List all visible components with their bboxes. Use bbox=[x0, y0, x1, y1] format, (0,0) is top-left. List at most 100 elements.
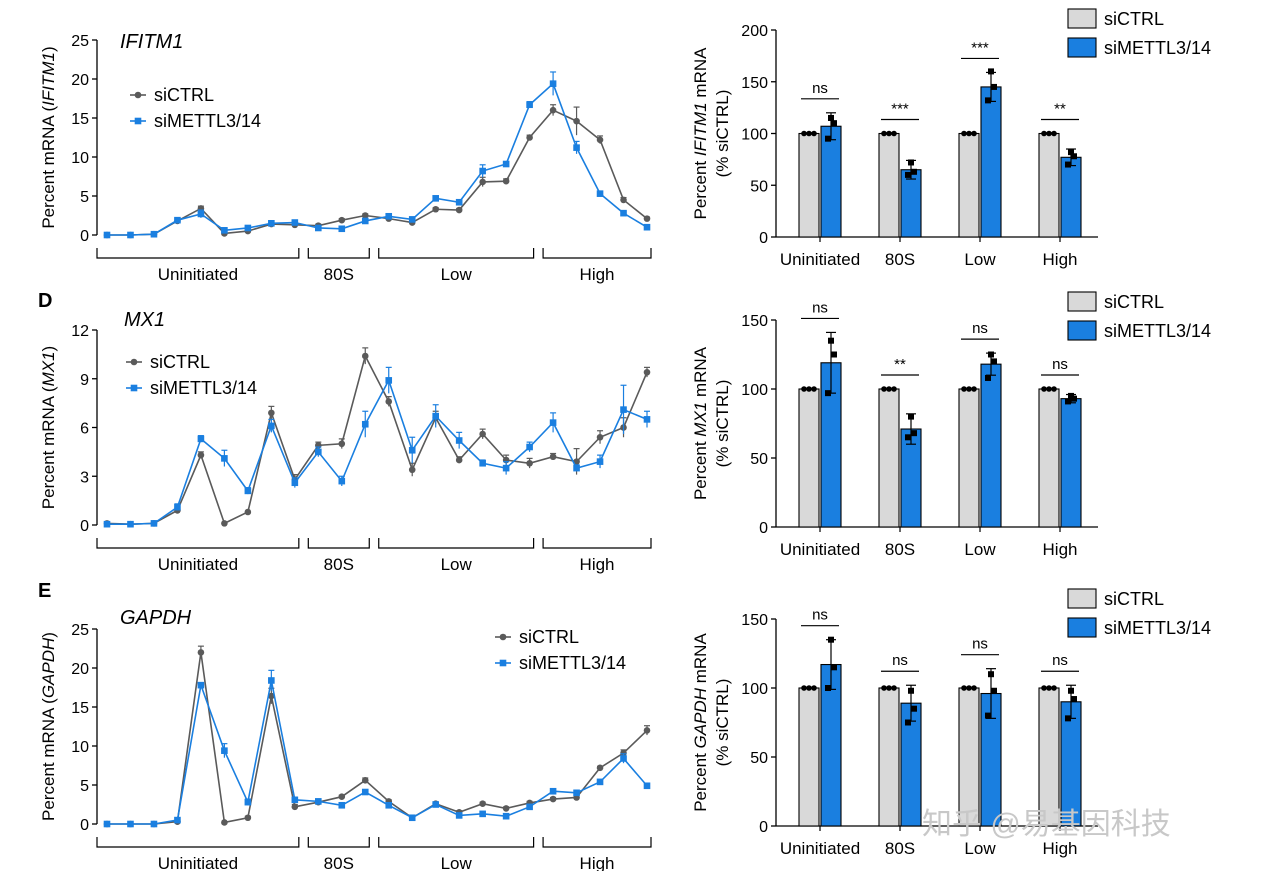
data-point-simettl3-14 bbox=[268, 220, 275, 227]
bar-point-simettl3-14 bbox=[905, 719, 911, 726]
bar-point-simettl3-14 bbox=[991, 687, 997, 694]
data-point-sictrl bbox=[549, 106, 557, 114]
significance-label: ns bbox=[972, 320, 988, 337]
y-tick-label: 200 bbox=[741, 23, 768, 40]
bar-point-simettl3-14 bbox=[985, 712, 991, 719]
data-point-sictrl bbox=[361, 777, 369, 784]
data-point-sictrl bbox=[268, 409, 275, 417]
significance-label: ns bbox=[812, 299, 828, 316]
significance-label: ns bbox=[1052, 652, 1068, 669]
y-axis-label: Percent MX1 mRNA bbox=[691, 346, 710, 500]
category-label: Uninitiated bbox=[780, 839, 860, 858]
bar-chart-ifitm1: 0 50 100 150 200 Percent IFITM1 mRNA(% siCTRL… bbox=[691, 8, 1211, 269]
data-point-simettl3-14 bbox=[244, 798, 252, 806]
data-point-simettl3-14 bbox=[408, 216, 416, 223]
bar-point-sictrl bbox=[891, 386, 897, 392]
bar-sictrl bbox=[878, 132, 900, 238]
data-point-simettl3-14 bbox=[291, 219, 299, 226]
bar-point-simettl3-14 bbox=[825, 390, 831, 397]
data-point-sictrl bbox=[596, 433, 604, 441]
data-point-sictrl bbox=[197, 451, 205, 459]
legend-marker bbox=[499, 633, 507, 641]
data-point-simettl3-14 bbox=[408, 814, 416, 822]
fraction-bracket bbox=[96, 837, 300, 848]
category-label: High bbox=[1043, 839, 1078, 858]
y-tick-label: 25 bbox=[71, 622, 89, 639]
data-point-sictrl bbox=[338, 440, 346, 448]
data-point-sictrl bbox=[479, 800, 486, 808]
data-point-simettl3-14 bbox=[455, 198, 463, 206]
data-point-sictrl bbox=[408, 466, 416, 474]
y-tick-label: 50 bbox=[750, 451, 768, 468]
data-point-simettl3-14 bbox=[197, 681, 205, 689]
fraction-bracket bbox=[307, 248, 370, 259]
data-point-simettl3-14 bbox=[502, 812, 510, 820]
significance-label: ns bbox=[812, 80, 828, 97]
bar-point-simettl3-14 bbox=[825, 135, 831, 142]
line-chart-gapdh: 0 5 10 15 20 25 Percent mRNA (GAPDH) GAPDH siCTR… bbox=[39, 607, 652, 871]
series-line-sictrl bbox=[106, 353, 648, 525]
data-point-sictrl bbox=[526, 459, 533, 467]
bar-sictrl bbox=[798, 132, 820, 238]
y-tick-label: 150 bbox=[741, 313, 768, 330]
significance-label: ns bbox=[972, 636, 988, 653]
data-point-simettl3-14 bbox=[150, 230, 158, 238]
bar-sictrl bbox=[798, 687, 820, 827]
bar-point-sictrl bbox=[806, 685, 812, 691]
data-point-simettl3-14 bbox=[338, 801, 346, 809]
fraction-bracket bbox=[307, 538, 370, 549]
data-point-simettl3-14 bbox=[174, 816, 181, 824]
y-axis-label: Percent IFITM1 mRNA bbox=[691, 47, 710, 220]
data-point-sictrl bbox=[596, 136, 604, 144]
series-line-sictrl bbox=[107, 652, 648, 825]
y-tick-label: 50 bbox=[750, 178, 768, 195]
y-tick-label: 25 bbox=[71, 33, 89, 50]
data-point-sictrl bbox=[479, 430, 486, 438]
data-point-simettl3-14 bbox=[150, 820, 158, 828]
data-point-simettl3-14 bbox=[385, 377, 393, 384]
data-point-simettl3-14 bbox=[338, 225, 346, 233]
gene-title: IFITM1 bbox=[120, 31, 183, 53]
data-point-sictrl bbox=[643, 368, 651, 376]
data-point-simettl3-14 bbox=[479, 167, 486, 175]
legend-swatch-simettl3-14 bbox=[1067, 37, 1097, 58]
fraction-label: High bbox=[580, 854, 615, 871]
bar-point-sictrl bbox=[971, 386, 977, 392]
bar-point-sictrl bbox=[1041, 130, 1047, 137]
fraction-bracket bbox=[96, 248, 300, 259]
bar-point-simettl3-14 bbox=[905, 171, 911, 178]
data-point-sictrl bbox=[643, 215, 651, 222]
significance-label: *** bbox=[891, 101, 909, 118]
bar-point-sictrl bbox=[891, 130, 897, 137]
bar-point-simettl3-14 bbox=[828, 114, 834, 121]
bar-sictrl bbox=[958, 388, 980, 528]
fraction-bracket bbox=[542, 837, 652, 848]
bar-point-sictrl bbox=[1041, 685, 1047, 691]
bar-point-sictrl bbox=[1051, 685, 1057, 691]
bar-point-simettl3-14 bbox=[985, 97, 991, 104]
legend-marker bbox=[130, 384, 138, 392]
bar-simettl3-14 bbox=[980, 86, 1002, 238]
bar-point-simettl3-14 bbox=[1065, 161, 1071, 168]
fraction-label: Low bbox=[441, 555, 473, 574]
bar-point-simettl3-14 bbox=[988, 671, 994, 678]
bar-simettl3-14 bbox=[1060, 156, 1082, 238]
legend-label: siCTRL bbox=[1104, 9, 1164, 29]
y-tick-label: 3 bbox=[80, 469, 89, 486]
fraction-label: 80S bbox=[324, 555, 354, 574]
category-label: 80S bbox=[885, 250, 915, 269]
data-point-sictrl bbox=[549, 795, 557, 803]
series-line-simettl3-14 bbox=[107, 378, 648, 525]
series-line-simettl3-14 bbox=[107, 680, 648, 825]
data-point-simettl3-14 bbox=[455, 812, 463, 819]
data-point-simettl3-14 bbox=[643, 782, 651, 790]
y-tick-label: 0 bbox=[759, 230, 768, 247]
fraction-label: Low bbox=[441, 265, 473, 284]
y-axis-label-unit: (% siCTRL) bbox=[713, 90, 732, 178]
data-point-sictrl bbox=[291, 803, 299, 811]
data-point-simettl3-14 bbox=[549, 787, 557, 795]
data-point-sictrl bbox=[643, 727, 651, 734]
charts-group: 0 5 10 15 20 25 Percent mRNA (IFITM1) IFITM1 siC… bbox=[39, 8, 1211, 871]
y-tick-label: 15 bbox=[71, 111, 89, 128]
